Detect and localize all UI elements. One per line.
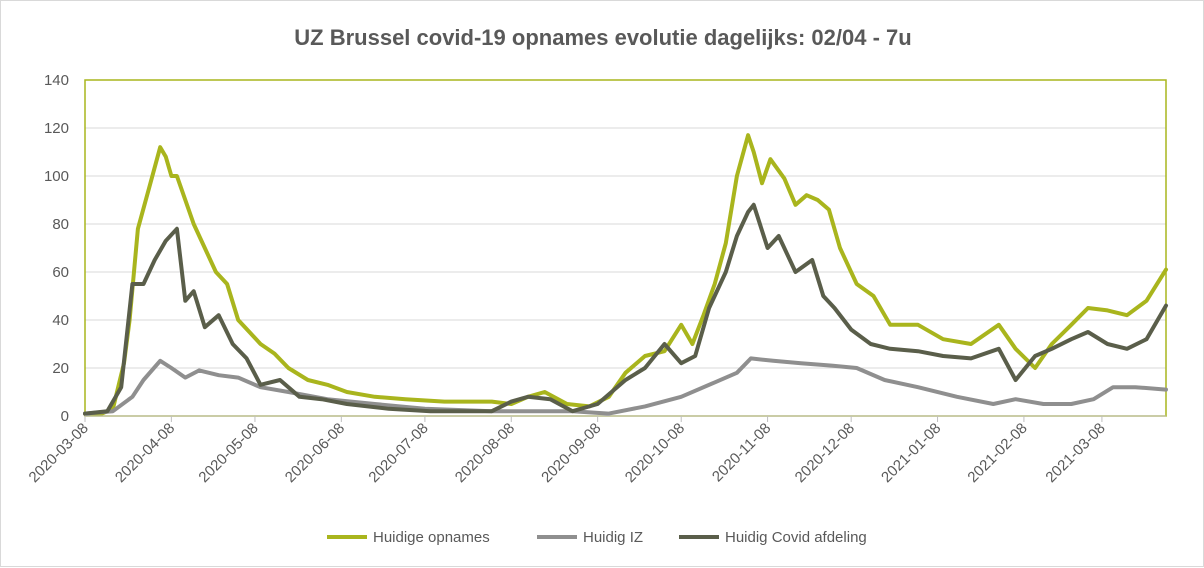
plot-area-border: [84, 79, 1167, 417]
x-tick-label: 2020-06-08: [282, 420, 348, 486]
series-layer: [83, 133, 1168, 416]
legend-label: Huidige opnames: [373, 529, 490, 546]
series-line-3: [83, 202, 1168, 416]
y-tick-label: 80: [52, 216, 69, 233]
series-line-1: [83, 133, 1168, 416]
series-line-2: [83, 356, 1168, 416]
y-tick-label: 60: [52, 264, 69, 281]
legend-label: Huidig Covid afdeling: [725, 529, 867, 546]
x-tick-label: 2020-07-08: [365, 420, 431, 486]
y-axis: 0 20 40 60 80 100 120 140: [44, 72, 69, 425]
y-tick-label: 20: [52, 360, 69, 377]
x-tick-label: 2020-11-08: [709, 420, 774, 485]
x-tick-label: 2020-03-08: [26, 420, 92, 486]
x-tick-label: 2020-05-08: [195, 420, 261, 486]
y-tick-label: 120: [44, 120, 69, 137]
x-tick-label: 2021-01-08: [878, 420, 944, 486]
x-tick-label: 2020-04-08: [112, 420, 178, 486]
x-tick-label: 2020-09-08: [538, 420, 604, 486]
grid: [85, 127, 1166, 369]
x-tick-label: 2021-02-08: [964, 420, 1030, 486]
x-tick-label: 2020-12-08: [792, 420, 858, 486]
y-tick-label: 40: [52, 312, 69, 329]
legend-label: Huidig IZ: [583, 529, 643, 546]
x-axis: 2020-03-08 2020-04-08 2020-05-08 2020-06-08…: [26, 416, 1109, 486]
y-tick-label: 140: [44, 72, 69, 89]
legend: Huidige opnames Huidig IZ Huidig Covid afd…: [327, 529, 867, 546]
y-tick-label: 0: [61, 408, 69, 425]
x-tick-label: 2020-10-08: [622, 420, 688, 486]
x-tick-label: 2020-08-08: [452, 420, 518, 486]
y-tick-label: 100: [44, 168, 69, 185]
chart-title: UZ Brussel covid-19 opnames evolutie dag…: [294, 25, 911, 50]
x-tick-label: 2021-03-08: [1042, 420, 1108, 486]
